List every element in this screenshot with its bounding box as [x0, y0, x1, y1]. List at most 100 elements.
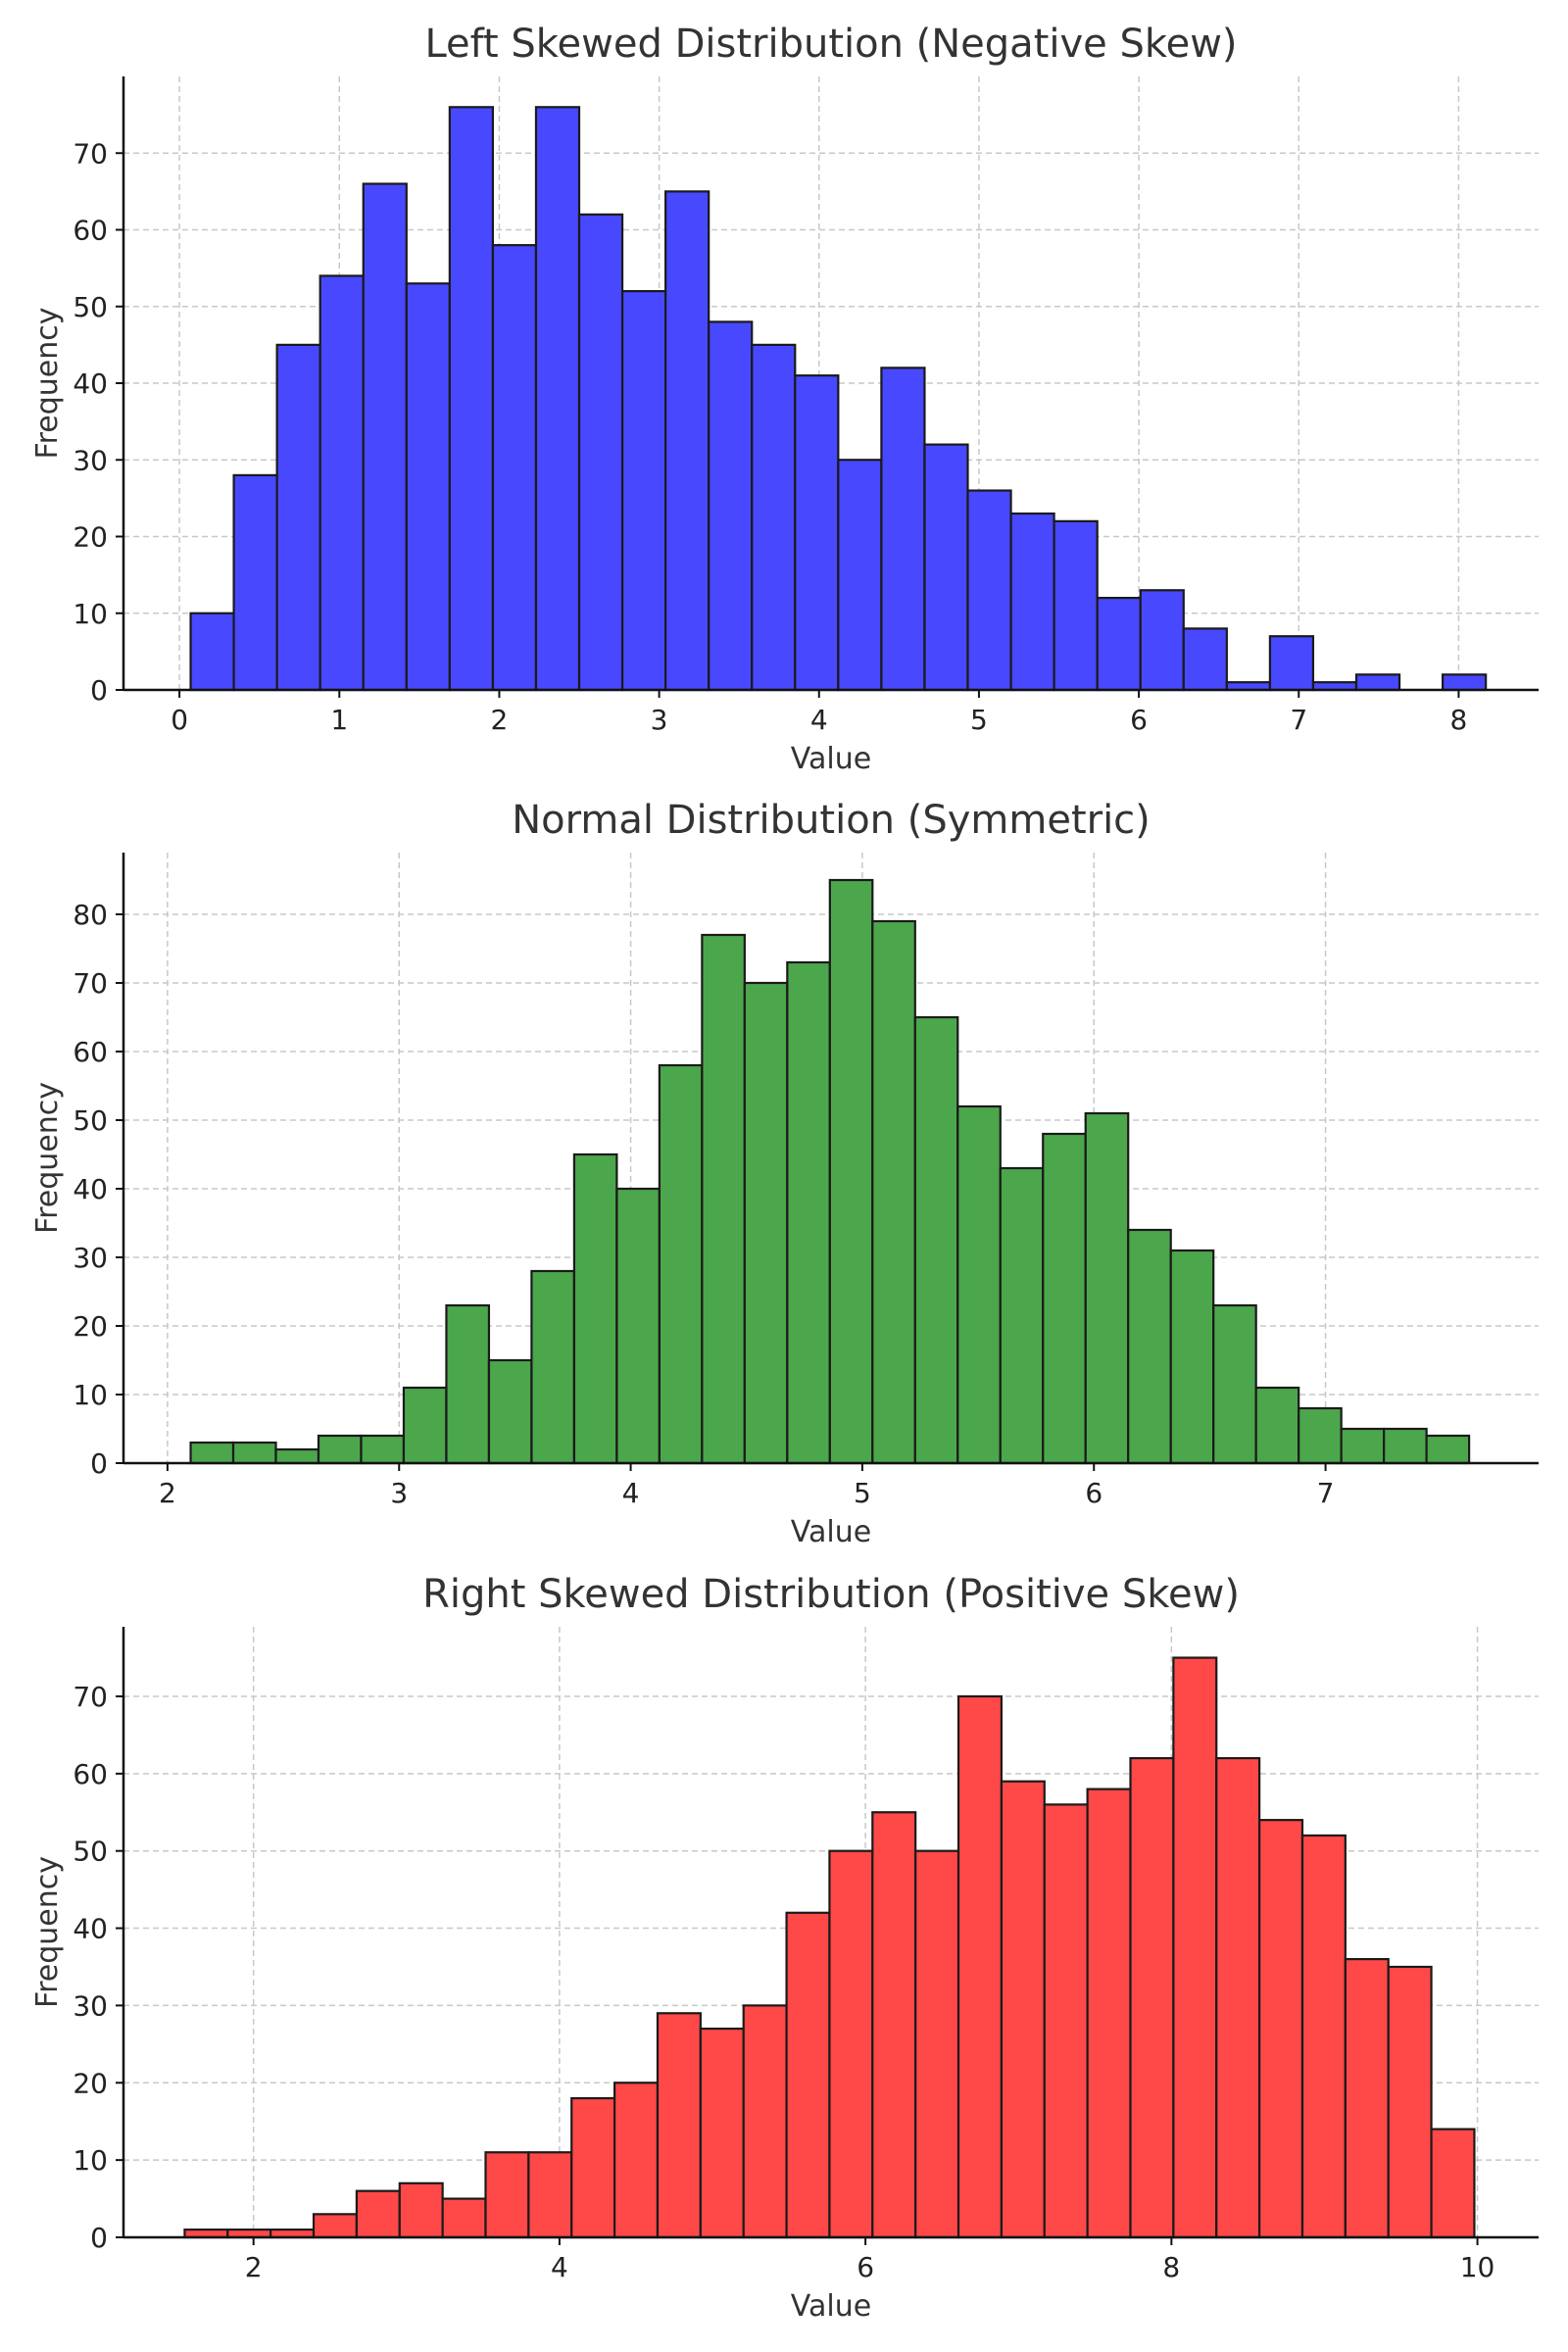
histogram-bar	[274, 1447, 320, 1465]
histogram-bar	[1084, 1111, 1130, 1465]
histogram-bar	[658, 1063, 704, 1465]
histogram-bar	[743, 981, 789, 1465]
histogram-bar	[837, 459, 883, 692]
histogram-bar	[448, 106, 495, 692]
chart-panel-1: 0 1 2 3 4 5 6 7 8 0 10 20 30 40 50 60 70 Left Skewed Dist…	[30, 22, 1539, 776]
histogram-bar	[317, 1434, 363, 1465]
y-tick-label: 10	[73, 598, 108, 630]
x-axis-label: Value	[791, 1515, 871, 1549]
histogram-bar	[613, 2082, 660, 2239]
histogram-bar	[1442, 673, 1488, 692]
x-tick-label: 3	[390, 1477, 408, 1509]
histogram-bar	[1340, 1427, 1386, 1465]
histogram-bar	[923, 443, 969, 692]
x-tick-label: 8	[1162, 2251, 1180, 2283]
histogram-bar	[871, 919, 916, 1465]
histogram-bar	[1000, 1780, 1046, 2239]
y-tick-label: 0	[90, 2222, 108, 2254]
histogram-bar	[1096, 596, 1142, 692]
histogram-bar	[828, 1849, 874, 2239]
y-tick-label: 0	[90, 1447, 108, 1480]
x-tick-label: 10	[1460, 2251, 1495, 2283]
chart-title: Left Skewed Distribution (Negative Skew)	[424, 22, 1237, 67]
y-tick-label: 30	[73, 1989, 108, 2022]
histogram-bar	[699, 2027, 745, 2239]
histogram-bar	[1258, 1819, 1304, 2239]
histogram-bar	[232, 473, 278, 692]
x-tick-label: 5	[854, 1477, 871, 1509]
x-tick-label: 6	[1085, 1477, 1102, 1509]
histogram-bar	[914, 1849, 960, 2239]
y-tick-label: 50	[73, 291, 108, 323]
histogram-bar	[1182, 627, 1228, 692]
y-tick-label: 40	[73, 1913, 108, 1945]
x-axis-label: Value	[791, 2289, 871, 2324]
histogram-bar	[786, 960, 831, 1465]
histogram-bar	[785, 1911, 831, 2239]
histogram-bar	[1268, 635, 1315, 692]
histogram-bar	[491, 244, 538, 692]
x-tick-label: 4	[622, 1477, 640, 1509]
histogram-bar	[360, 1434, 406, 1465]
y-tick-label: 70	[73, 1681, 108, 1713]
histogram-bar	[572, 1152, 618, 1465]
bars	[189, 878, 1471, 1465]
histogram-bar	[275, 343, 321, 692]
x-tick-label: 2	[491, 704, 509, 736]
x-tick-label: 8	[1450, 704, 1468, 736]
x-tick-label: 6	[1130, 704, 1148, 736]
y-tick-label: 0	[90, 674, 108, 707]
y-tick-label: 80	[73, 899, 108, 931]
histogram-bar	[1215, 1756, 1261, 2239]
y-tick-label: 30	[73, 1242, 108, 1274]
x-tick-label: 7	[1290, 704, 1307, 736]
histogram-bar	[751, 343, 797, 692]
bars	[189, 106, 1488, 692]
histogram-bar	[1387, 1965, 1433, 2239]
x-tick-label: 0	[171, 704, 188, 736]
histogram-bar	[1298, 1406, 1343, 1465]
histogram-bar	[405, 282, 451, 692]
histogram-bar	[487, 1358, 533, 1465]
y-tick-label: 50	[73, 1836, 108, 1868]
bars	[183, 1656, 1476, 2239]
histogram-bar	[1086, 1788, 1132, 2239]
histogram-bar	[527, 2151, 573, 2239]
histogram-bar	[530, 1269, 576, 1465]
y-tick-label: 20	[73, 521, 108, 554]
x-tick-label: 3	[651, 704, 668, 736]
y-tick-label: 20	[73, 1310, 108, 1343]
histogram-bar	[620, 290, 667, 692]
histogram-bar	[1212, 1303, 1257, 1465]
histogram-bar	[402, 1386, 448, 1465]
histogram-bar	[1300, 1834, 1347, 2239]
histogram-bar	[1354, 673, 1401, 692]
histogram-bar	[355, 2189, 401, 2239]
histogram-bar	[664, 190, 710, 692]
histogram-bar	[615, 1187, 661, 1465]
histogram-bar	[1127, 1228, 1172, 1465]
y-tick-label: 60	[73, 1758, 108, 1790]
histogram-bar	[534, 106, 581, 692]
y-tick-label: 40	[73, 1173, 108, 1205]
histogram-bar	[1053, 519, 1099, 692]
histogram-bar	[913, 1015, 959, 1465]
histogram-bar	[1139, 589, 1185, 692]
histogram-bar	[1042, 1132, 1087, 1465]
histogram-bar	[1009, 512, 1055, 692]
x-tick-label: 2	[159, 1477, 176, 1509]
y-tick-label: 60	[73, 1036, 108, 1068]
histogram-bar	[1129, 1756, 1175, 2239]
y-axis-label: Frequency	[30, 1856, 65, 2008]
y-tick-label: 10	[73, 1379, 108, 1411]
histogram-bar	[1254, 1386, 1300, 1465]
histogram-bar	[999, 1166, 1045, 1465]
histogram-bar	[312, 2213, 359, 2239]
histogram-bar	[1344, 1958, 1390, 2239]
histogram-bar	[880, 367, 926, 692]
y-tick-label: 50	[73, 1104, 108, 1137]
histogram-bar	[656, 2012, 702, 2239]
histogram-bar	[570, 2096, 616, 2239]
y-tick-label: 40	[73, 368, 108, 400]
